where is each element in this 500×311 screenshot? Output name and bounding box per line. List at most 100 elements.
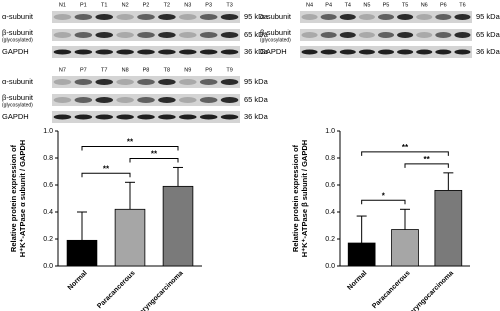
- row-label: β-subunit: [2, 28, 34, 37]
- y-tick-label: 0.8: [43, 155, 53, 162]
- y-tick-label: 0.4: [43, 209, 53, 216]
- blot-band: [74, 32, 93, 38]
- blot-band: [179, 79, 197, 85]
- row-label: β-subunit: [260, 28, 292, 37]
- lane-label: T6: [459, 2, 465, 8]
- blot-band: [137, 79, 155, 85]
- kda-label: 95 kDa: [244, 12, 269, 21]
- significance-bracket: [81, 172, 131, 178]
- row-label: β-subunit: [2, 93, 34, 102]
- blot-band: [116, 114, 134, 120]
- blot-band: [320, 49, 337, 55]
- x-tick-label: Normal: [67, 270, 89, 292]
- y-tick-label: 1.0: [43, 128, 53, 135]
- lane-label: T8: [164, 67, 170, 73]
- row-sublabel: (glycosylated): [260, 37, 291, 43]
- significance-label: **: [103, 164, 110, 173]
- kda-label: 65 kDa: [476, 30, 500, 39]
- blot-band: [95, 79, 113, 85]
- blot-band: [53, 97, 72, 103]
- blot-band: [53, 14, 72, 20]
- lane-label: N9: [184, 67, 191, 73]
- lane-label: T3: [226, 2, 232, 8]
- row-label: α-subunit: [2, 77, 34, 86]
- y-tick-label: 1.0: [325, 128, 335, 135]
- blot-band: [74, 79, 93, 85]
- row-sublabel: (glycosylated): [2, 102, 33, 108]
- blot-band: [116, 32, 134, 38]
- blot-band: [158, 14, 176, 20]
- blot-band: [435, 49, 452, 55]
- blot-band: [137, 97, 155, 103]
- row-sublabel: (glycosylated): [2, 37, 33, 43]
- blot-band: [220, 14, 239, 20]
- y-axis-label: H⁺K⁺-ATPase β subunit / GAPDH: [300, 140, 309, 257]
- blot-band: [74, 49, 93, 55]
- blot-band: [220, 32, 239, 38]
- blot-band: [199, 79, 218, 85]
- blot-band: [158, 79, 176, 85]
- blot-band: [397, 14, 414, 20]
- kda-label: 36 kDa: [244, 112, 269, 121]
- blot-band: [74, 114, 93, 120]
- row-label: α-subunit: [260, 12, 292, 21]
- lane-label: N3: [184, 2, 191, 8]
- blot-band: [358, 14, 375, 20]
- blot-band: [397, 32, 414, 38]
- lane-label: P2: [143, 2, 150, 8]
- blot-band: [137, 14, 155, 20]
- bar: [66, 239, 98, 267]
- blot-band: [301, 49, 318, 55]
- lane-label: T5: [402, 2, 408, 8]
- lane-label: P7: [80, 67, 87, 73]
- blot-band: [339, 49, 356, 55]
- y-tick-label: 0.6: [43, 182, 53, 189]
- blot-band: [95, 97, 113, 103]
- x-tick-label: Laryngocarcinoma: [406, 270, 455, 311]
- blot-band: [220, 97, 239, 103]
- row-label: GAPDH: [2, 112, 29, 121]
- lane-label: N1: [59, 2, 66, 8]
- blot-band: [53, 49, 72, 55]
- blot-band: [158, 97, 176, 103]
- significance-label: **: [127, 138, 134, 147]
- blot-band: [454, 32, 471, 38]
- blot-band: [179, 32, 197, 38]
- blot-band: [339, 32, 356, 38]
- y-tick-label: 0.4: [325, 209, 335, 216]
- y-axis-label: Relative protein expression of: [291, 144, 300, 252]
- blot-band: [53, 114, 72, 120]
- blot-band: [137, 32, 155, 38]
- kda-label: 95 kDa: [476, 12, 500, 21]
- blot-band: [435, 32, 452, 38]
- y-tick-label: 0.8: [325, 155, 335, 162]
- blot-band: [137, 114, 155, 120]
- blot-band: [116, 79, 134, 85]
- lane-label: P8: [143, 67, 150, 73]
- blot-band: [416, 32, 433, 38]
- x-tick-label: Paracancerous: [371, 270, 412, 311]
- bar: [391, 229, 419, 267]
- lane-label: T1: [101, 2, 107, 8]
- significance-label: **: [151, 150, 158, 159]
- blot-band: [416, 49, 433, 55]
- blot-band: [377, 49, 395, 55]
- blot-band: [435, 14, 452, 20]
- blot-band: [416, 14, 433, 20]
- blot-band: [358, 32, 375, 38]
- blot-band: [95, 114, 113, 120]
- blot-band: [301, 32, 318, 38]
- x-tick-label: Normal: [346, 270, 368, 292]
- blot-band: [179, 97, 197, 103]
- blot-band: [116, 14, 134, 20]
- x-tick-label: Laryngocarcinoma: [135, 270, 184, 311]
- lane-label: T4: [345, 2, 351, 8]
- lane-label: N7: [59, 67, 66, 73]
- lane-label: P1: [80, 2, 87, 8]
- blot-band: [199, 32, 218, 38]
- y-tick-label: 0.6: [325, 182, 335, 189]
- kda-label: 36 kDa: [476, 47, 500, 56]
- y-axis-label: H⁺K⁺-ATPase α subunit / GAPDH: [18, 140, 27, 257]
- blot-band: [158, 114, 176, 120]
